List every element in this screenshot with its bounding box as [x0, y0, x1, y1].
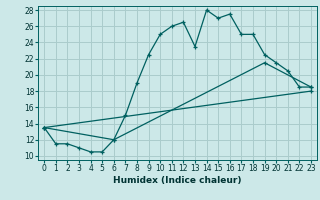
X-axis label: Humidex (Indice chaleur): Humidex (Indice chaleur) — [113, 176, 242, 185]
